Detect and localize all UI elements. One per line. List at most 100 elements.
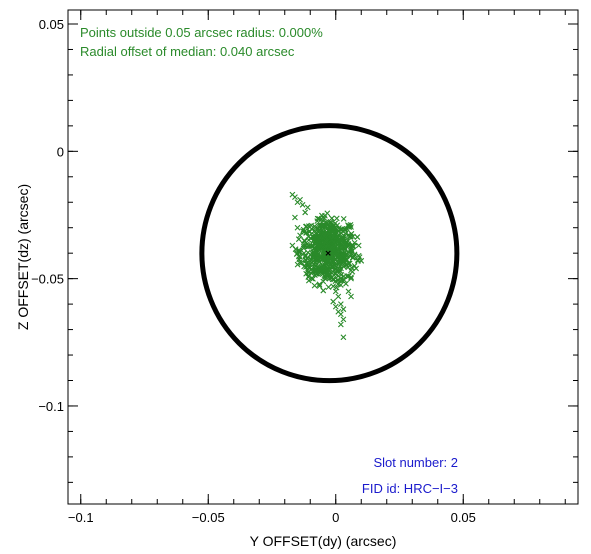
scatter-point	[320, 287, 327, 294]
scatter-point	[299, 201, 306, 208]
scatter-point	[315, 242, 322, 249]
scatter-point	[332, 243, 339, 249]
scatter-point	[316, 283, 323, 289]
scatter-point	[333, 215, 340, 222]
scatter-point	[332, 262, 339, 268]
x-tick-label: 0.05	[451, 510, 476, 525]
scatter-point	[348, 293, 354, 300]
scatter-point	[328, 215, 335, 222]
scatter-point	[351, 239, 358, 246]
scatter-point	[348, 264, 355, 271]
scatter-point	[332, 256, 339, 263]
scatter-point	[332, 288, 339, 295]
scatter-point	[328, 244, 335, 251]
scatter-point	[319, 212, 325, 219]
scatter-point	[335, 277, 342, 284]
scatter-point	[305, 269, 311, 276]
scatter-point	[294, 224, 301, 231]
scatter-point	[301, 263, 308, 270]
scatter-points	[289, 191, 365, 341]
scatter-point	[348, 275, 354, 282]
scatter-point	[292, 194, 298, 201]
scatter-point	[340, 306, 347, 313]
scatter-point	[343, 280, 349, 287]
major-ticks	[68, 10, 578, 504]
scatter-point	[354, 234, 361, 240]
points-outside-annotation: Points outside 0.05 arcsec radius: 0.000…	[80, 25, 323, 40]
scatter-point	[295, 236, 302, 243]
scatter-point	[295, 253, 302, 260]
scatter-point	[321, 251, 328, 258]
scatter-point	[335, 308, 342, 315]
scatter-point	[294, 250, 301, 257]
scatter-point	[337, 301, 344, 307]
scatter-point	[311, 245, 317, 252]
scatter-point	[332, 266, 339, 273]
y-tick-labels: 0.05 0 −0.05 −0.1	[31, 17, 64, 414]
scatter-point	[335, 293, 342, 300]
scatter-point	[340, 334, 347, 341]
scatter-point	[347, 253, 354, 260]
scatter-point	[341, 258, 348, 264]
scatter-point	[322, 243, 329, 250]
scatter-point	[311, 236, 317, 243]
scatter-point	[350, 242, 356, 249]
scatter-point	[337, 278, 344, 284]
scatter-point	[333, 251, 340, 258]
scatter-point	[331, 239, 337, 245]
scatter-point	[345, 243, 352, 250]
slot-number-annotation: Slot number: 2	[373, 455, 458, 470]
scatter-point	[313, 260, 320, 267]
scatter-point	[312, 248, 319, 255]
scatter-point	[311, 223, 318, 230]
y-tick-label: −0.1	[38, 399, 64, 414]
scatter-point	[331, 272, 338, 279]
scatter-point	[349, 247, 355, 254]
scatter-point	[311, 282, 318, 289]
scatter-point	[321, 233, 328, 239]
scatter-point	[345, 260, 352, 267]
x-axis-label: Y OFFSET(dy) (arcsec)	[250, 533, 397, 549]
scatter-point	[332, 303, 339, 310]
x-tick-label: −0.1	[68, 510, 94, 525]
plot-frame	[67, 9, 579, 505]
scatter-point	[308, 275, 315, 282]
scatter-point	[297, 232, 303, 239]
scatter-point	[316, 247, 323, 254]
x-tick-labels: −0.1 −0.05 0 0.05	[68, 510, 476, 525]
scatter-point	[331, 225, 337, 232]
scatter-point	[292, 214, 298, 221]
scatter-point	[330, 298, 337, 305]
y-axis-label: Z OFFSET(dz) (arcsec)	[15, 184, 31, 330]
reference-circle	[199, 123, 460, 384]
scatter-point	[302, 223, 309, 230]
median-point	[325, 250, 331, 256]
y-tick-label: −0.05	[31, 272, 64, 287]
x-tick-label: −0.05	[192, 510, 225, 525]
scatter-point	[355, 252, 362, 259]
scatter-point	[336, 225, 342, 231]
scatter-point	[303, 229, 309, 236]
scatter-point	[322, 259, 329, 265]
scatter-point	[303, 264, 309, 270]
scatter-point	[331, 276, 337, 283]
scatter-point	[321, 263, 327, 270]
scatter-point	[314, 218, 321, 225]
scatter-point	[347, 233, 354, 240]
scatter-point	[345, 288, 352, 295]
scatter-point	[330, 283, 337, 290]
scatter-point	[336, 256, 343, 263]
scatter-point	[335, 247, 342, 254]
scatter-point	[316, 281, 323, 288]
scatter-point	[298, 259, 305, 266]
median-marker	[325, 250, 331, 256]
scatter-point	[330, 234, 336, 240]
scatter-point	[340, 273, 347, 280]
scatter-point	[319, 227, 326, 233]
scatter-point	[301, 237, 308, 244]
scatter-point	[296, 247, 302, 253]
scatter-point	[337, 321, 344, 328]
scatter-point	[309, 254, 316, 261]
scatter-point	[312, 267, 318, 274]
